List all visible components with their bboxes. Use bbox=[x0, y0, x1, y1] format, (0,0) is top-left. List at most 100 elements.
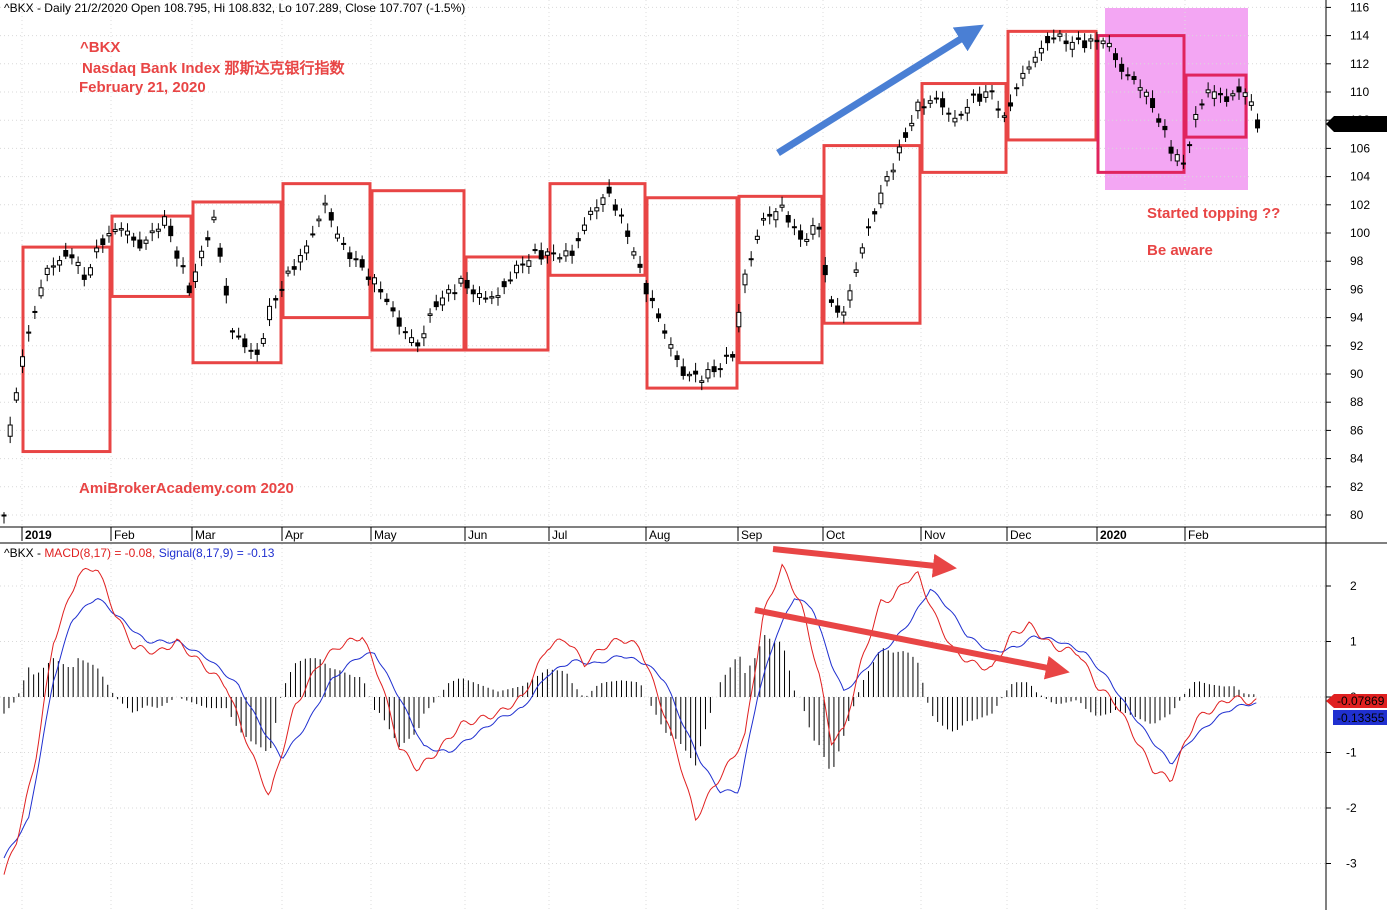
price-axis-label: 116 bbox=[1350, 0, 1369, 14]
candle-body bbox=[229, 330, 235, 333]
uptrend-arrow bbox=[776, 24, 984, 156]
candle-body bbox=[353, 258, 359, 261]
candle-body bbox=[1224, 96, 1230, 102]
candle-body bbox=[26, 331, 32, 334]
candle-body bbox=[1131, 76, 1137, 81]
candle-body bbox=[866, 226, 871, 229]
candle-body bbox=[699, 380, 705, 383]
candle-body bbox=[964, 106, 970, 114]
candle-body bbox=[20, 356, 26, 367]
candle-body bbox=[779, 204, 785, 208]
candle-body bbox=[514, 264, 520, 274]
price-axis-label: 98 bbox=[1350, 254, 1364, 268]
price-axis-label: 110 bbox=[1350, 85, 1369, 99]
candle-body bbox=[649, 297, 655, 302]
candle-body bbox=[958, 113, 964, 116]
month-label: Jul bbox=[552, 528, 567, 542]
month-label: Aug bbox=[649, 528, 670, 542]
candle-body bbox=[1026, 66, 1032, 70]
candle-body bbox=[1001, 115, 1007, 118]
candle-body bbox=[291, 266, 297, 270]
candle-body bbox=[816, 226, 822, 230]
candle-body bbox=[149, 230, 155, 234]
candle-body bbox=[773, 211, 779, 221]
candle-body bbox=[1100, 40, 1106, 45]
month-label: May bbox=[374, 528, 397, 542]
macd-last-label: -0.07869 bbox=[1326, 694, 1387, 708]
candle-body bbox=[205, 237, 211, 241]
month-label: Feb bbox=[1188, 528, 1209, 542]
candle-body bbox=[341, 242, 347, 245]
candle-body bbox=[378, 288, 384, 293]
candle-body bbox=[736, 311, 742, 328]
annotation-topping: Started topping ?? bbox=[1147, 205, 1280, 222]
candle-body bbox=[1057, 33, 1063, 37]
candle-body bbox=[915, 101, 921, 112]
candle-body bbox=[57, 260, 63, 266]
candle-body bbox=[44, 267, 50, 275]
candle-body bbox=[693, 370, 699, 375]
candle-body bbox=[896, 146, 902, 154]
candle-body bbox=[421, 333, 427, 339]
macd-header-prefix: ^BKX - bbox=[4, 546, 44, 560]
candle-body bbox=[1106, 42, 1112, 48]
macd-axis-label: 2 bbox=[1350, 579, 1357, 593]
candle-body bbox=[242, 338, 248, 348]
macd-line bbox=[3, 563, 1257, 875]
candle-body bbox=[1014, 87, 1020, 90]
candle-body bbox=[909, 122, 915, 127]
candle-body bbox=[464, 279, 470, 289]
candle-body bbox=[662, 330, 668, 334]
candle-body bbox=[569, 250, 575, 256]
candle-body bbox=[304, 245, 310, 254]
candle-body bbox=[100, 238, 106, 246]
candle-body bbox=[1082, 40, 1088, 49]
candle-body bbox=[1168, 146, 1174, 154]
candle-body bbox=[310, 233, 316, 236]
candle-body bbox=[520, 263, 526, 266]
candle-body bbox=[273, 298, 279, 301]
candle-body bbox=[791, 226, 797, 229]
candle-body bbox=[940, 98, 946, 108]
candle-body bbox=[1038, 47, 1044, 54]
candle-body bbox=[415, 342, 421, 347]
candle-body bbox=[316, 218, 322, 222]
candle-body bbox=[1255, 119, 1261, 129]
candle-body bbox=[372, 277, 377, 285]
candle-body bbox=[1187, 144, 1193, 147]
month-box bbox=[281, 182, 372, 320]
signal-last-text: -0.13355 bbox=[1337, 711, 1385, 725]
candle-body bbox=[334, 233, 340, 239]
candle-body bbox=[575, 238, 581, 242]
macd-axis-label: -2 bbox=[1346, 801, 1357, 815]
month-box bbox=[1184, 73, 1248, 139]
candle-body bbox=[853, 269, 859, 273]
price-axis-label: 100 bbox=[1350, 226, 1370, 240]
candle-body bbox=[106, 233, 112, 237]
candle-body bbox=[1045, 36, 1051, 44]
candle-body bbox=[927, 100, 933, 104]
month-label: Mar bbox=[195, 528, 216, 542]
candle-body bbox=[1, 514, 7, 517]
candle-body bbox=[1119, 63, 1125, 72]
candle-body bbox=[155, 228, 161, 232]
macd-header: ^BKX - MACD(8,17) = -0.08, Signal(8,17,9… bbox=[4, 546, 275, 560]
candle-body bbox=[594, 207, 600, 212]
candle-body bbox=[1075, 37, 1081, 40]
candle-body bbox=[168, 225, 174, 237]
candle-body bbox=[1193, 113, 1199, 120]
candle-body bbox=[804, 238, 810, 242]
candle-body bbox=[1125, 74, 1131, 77]
candle-body bbox=[125, 230, 130, 236]
candle-body bbox=[952, 117, 958, 123]
candle-body bbox=[365, 276, 371, 280]
candle-body bbox=[476, 293, 482, 298]
price-axis-label: 84 bbox=[1350, 452, 1364, 466]
candle-body bbox=[878, 192, 884, 205]
candle-body bbox=[544, 251, 550, 256]
candle-body bbox=[347, 252, 353, 260]
candle-body bbox=[581, 224, 587, 231]
candle-body bbox=[452, 292, 458, 295]
candle-body bbox=[872, 211, 878, 215]
